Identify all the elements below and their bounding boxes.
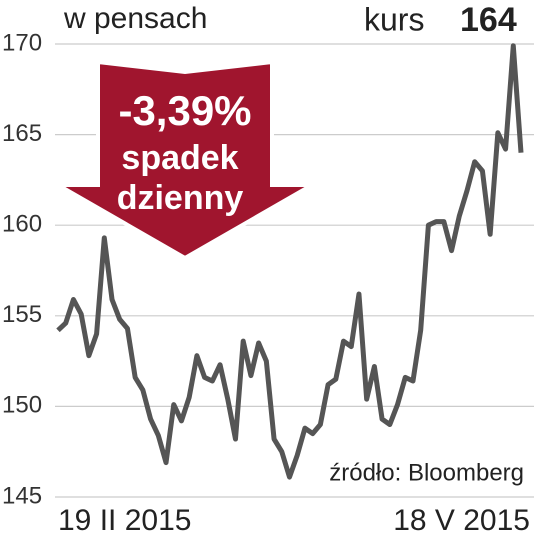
change-label: -3,39% [118, 87, 251, 134]
price-line [56, 43, 524, 480]
change-caption: spadek [121, 139, 238, 177]
y-tick-label: 165 [2, 120, 42, 147]
arrow-shape [50, 59, 320, 261]
y-tick-label: 155 [2, 301, 42, 328]
y-tick-label: 160 [2, 211, 42, 238]
x-tick-label: 19 II 2015 [58, 504, 191, 537]
y-tick-label: 150 [2, 392, 42, 419]
x-tick-label: 18 V 2015 [393, 504, 530, 537]
y-tick-label: 145 [2, 482, 42, 509]
y-tick-label: 170 [2, 29, 42, 56]
current-value: 164 [460, 1, 517, 39]
current-label: kurs [364, 1, 424, 37]
change-caption: dzienny [117, 179, 244, 217]
source: źródło: Bloomberg [329, 459, 524, 486]
y-axis-label: w pensach [63, 2, 207, 35]
change-arrow: -3,39% spadek dzienny [50, 59, 320, 261]
plot-area: 145 150 155 160 165 170 19 II 2015 18 V 2015 [2, 29, 534, 537]
